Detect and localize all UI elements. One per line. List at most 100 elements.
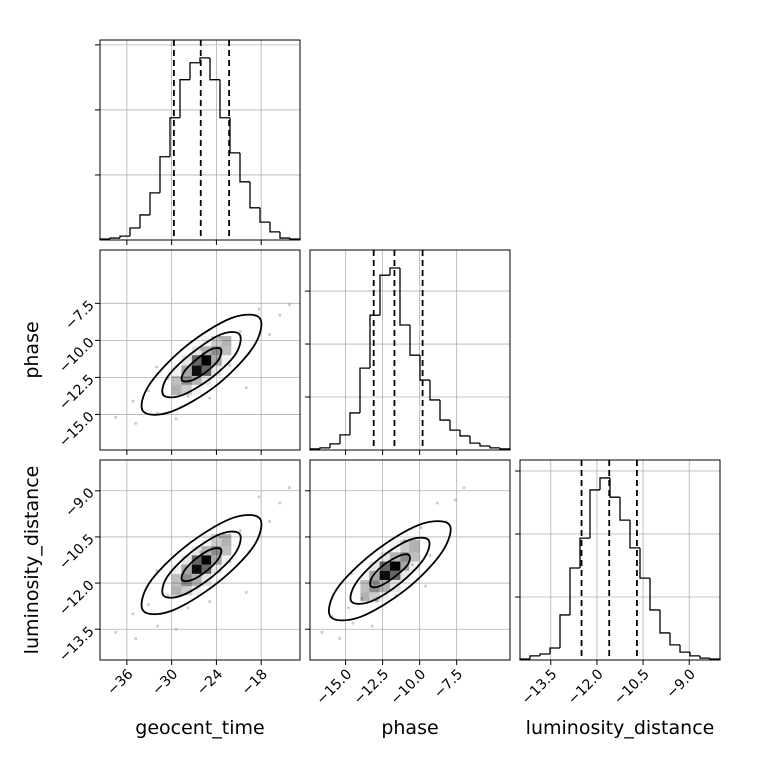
y-tick-label: −10.0	[56, 335, 98, 377]
hist2d-cell	[171, 375, 182, 385]
x-tick-label: −30	[149, 666, 181, 698]
hist-bin	[259, 207, 270, 223]
hist2d-cell	[221, 533, 232, 547]
hist2d-cell	[201, 335, 212, 347]
hist2d-cell	[400, 570, 410, 580]
sample-point	[462, 486, 466, 490]
sample-point	[208, 396, 212, 400]
hist2d-cell	[400, 540, 410, 553]
hist2d-cell	[201, 573, 212, 587]
panel-border	[309, 459, 511, 661]
sample-point	[267, 332, 271, 336]
sample-point	[114, 415, 118, 419]
y-tick-label: −12.0	[56, 577, 98, 619]
hist2d-cell	[379, 552, 390, 562]
hist-bin	[469, 435, 480, 444]
x-tick-label: −12.0	[565, 666, 607, 708]
hist-bin	[639, 547, 650, 579]
hist-bin	[579, 537, 590, 569]
sample-point	[174, 627, 178, 631]
hist-bin	[619, 497, 630, 521]
y-tick-label: −10.5	[56, 531, 98, 573]
hist2d-cell	[201, 355, 212, 366]
hist-bin	[319, 447, 330, 449]
hist2d-cell	[181, 573, 192, 587]
hist2d-cell	[181, 555, 192, 565]
hist2d-cell	[181, 586, 192, 596]
hist-bin	[149, 192, 160, 215]
y-tick-label: −12.5	[56, 372, 98, 414]
x-axis-title: phase	[381, 717, 438, 739]
hist2d-cell	[201, 533, 212, 547]
hist-bin	[529, 655, 540, 660]
hist-bin	[249, 181, 260, 209]
hist2d-cell	[360, 570, 370, 580]
hist2d-cell	[191, 564, 202, 574]
hist2d-cell	[409, 540, 420, 553]
hist-bin	[569, 567, 580, 615]
contour	[161, 530, 242, 599]
sample-point	[375, 600, 379, 604]
hist2d-cell	[221, 546, 232, 556]
panel-border	[99, 249, 301, 451]
contour	[349, 536, 431, 605]
x-tick-label: −12.5	[351, 666, 393, 708]
sample-point	[320, 630, 324, 634]
panel	[305, 249, 511, 455]
panel-border	[309, 249, 511, 451]
hist-bin	[359, 367, 370, 413]
hist2d-cell	[222, 586, 232, 595]
y-tick-label: −9.0	[62, 485, 97, 520]
sample-point	[278, 501, 282, 505]
panel: −13.5 −12.0 −10.5 −9.0	[515, 459, 721, 708]
x-tick-label: −9.0	[664, 666, 699, 701]
sample-point	[134, 421, 138, 425]
hist-bin	[439, 399, 450, 421]
hist-bin	[449, 420, 460, 431]
x-tick-label: −36	[104, 666, 136, 698]
sample-point	[155, 624, 159, 628]
sample-point	[278, 313, 282, 317]
panel-border	[519, 459, 721, 661]
hist2d-cell	[221, 555, 232, 565]
sample-point	[453, 498, 457, 502]
sample-point	[147, 389, 151, 393]
hist2d-cell	[201, 564, 212, 574]
panel-border	[99, 459, 301, 661]
x-tick-label: −24	[194, 666, 226, 698]
hist-bin	[699, 655, 710, 659]
hist2d-cell	[369, 592, 380, 602]
hist2d-cell	[360, 540, 369, 552]
hist2d-cell	[181, 564, 192, 574]
hist-bin	[679, 644, 690, 653]
hist2d-cell	[400, 561, 410, 571]
hist2d-cell	[369, 540, 379, 552]
hist2d-cell	[171, 586, 182, 596]
hist2d-cell	[191, 375, 202, 385]
hist2d-cell	[211, 335, 222, 347]
sample-point	[288, 486, 292, 490]
hist-bin	[269, 222, 280, 233]
contour	[140, 514, 263, 616]
hist2d-cell	[171, 573, 182, 587]
hist2d-cell	[211, 355, 222, 366]
hist2d-cell	[211, 555, 222, 565]
hist2d-cell	[191, 346, 202, 356]
hist-bin	[649, 578, 660, 611]
hist2d-cell	[222, 385, 232, 395]
hist2d-cell	[181, 534, 191, 546]
hist-bin	[169, 117, 180, 157]
sample-point	[186, 395, 190, 399]
hist-bin	[279, 231, 290, 239]
panel: −15.0−12.5−10.0−7.5	[56, 249, 301, 455]
hist-bin	[119, 235, 130, 239]
sample-point	[257, 307, 261, 311]
hist2d-cell	[191, 555, 202, 565]
sample-point	[410, 563, 414, 567]
hist-bin	[689, 652, 700, 657]
sample-point	[208, 600, 212, 604]
hist2d-cell	[181, 384, 192, 396]
sample-point	[338, 636, 342, 640]
sample-point	[351, 621, 355, 625]
x-tick-label: −10.5	[611, 666, 653, 708]
